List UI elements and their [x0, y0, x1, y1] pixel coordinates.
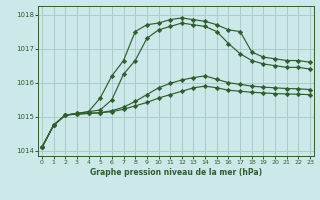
- X-axis label: Graphe pression niveau de la mer (hPa): Graphe pression niveau de la mer (hPa): [90, 168, 262, 177]
